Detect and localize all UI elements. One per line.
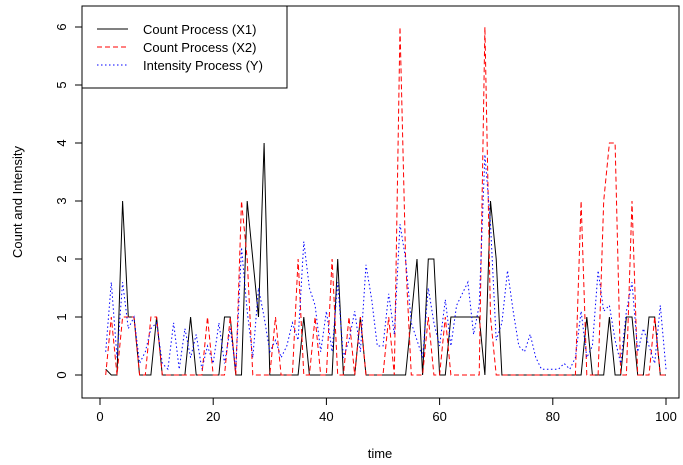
- y-tick-label: 0: [54, 371, 69, 378]
- series-line-1: [105, 142, 666, 376]
- x-tick-label: 100: [655, 409, 677, 424]
- x-tick-label: 80: [546, 409, 560, 424]
- legend-label: Intensity Process (Y): [143, 58, 263, 73]
- x-tick-label: 20: [206, 409, 220, 424]
- x-tick-label: 40: [319, 409, 333, 424]
- legend: Count Process (X1) Count Process (X2) Inte…: [81, 5, 288, 89]
- y-tick-label: 2: [54, 255, 69, 262]
- legend-label: Count Process (X1): [143, 22, 256, 37]
- x-axis: 0 20 40 60 80 100: [96, 397, 677, 424]
- y-axis: 0 1 2 3 4 5 6: [54, 23, 83, 379]
- y-tick-label: 4: [54, 139, 69, 146]
- series-line-2: [105, 26, 666, 376]
- series-layer: [105, 26, 667, 376]
- y-tick-label: 5: [54, 81, 69, 88]
- y-tick-label: 6: [54, 23, 69, 30]
- y-axis-label: Count and Intensity: [10, 145, 25, 258]
- y-tick-label: 3: [54, 197, 69, 204]
- x-axis-label: time: [368, 446, 393, 461]
- x-tick-label: 60: [432, 409, 446, 424]
- legend-box: [81, 5, 288, 89]
- y-tick-label: 1: [54, 313, 69, 320]
- x-tick-label: 0: [96, 409, 103, 424]
- legend-label: Count Process (X2): [143, 40, 256, 55]
- series-line-3: [105, 154, 667, 371]
